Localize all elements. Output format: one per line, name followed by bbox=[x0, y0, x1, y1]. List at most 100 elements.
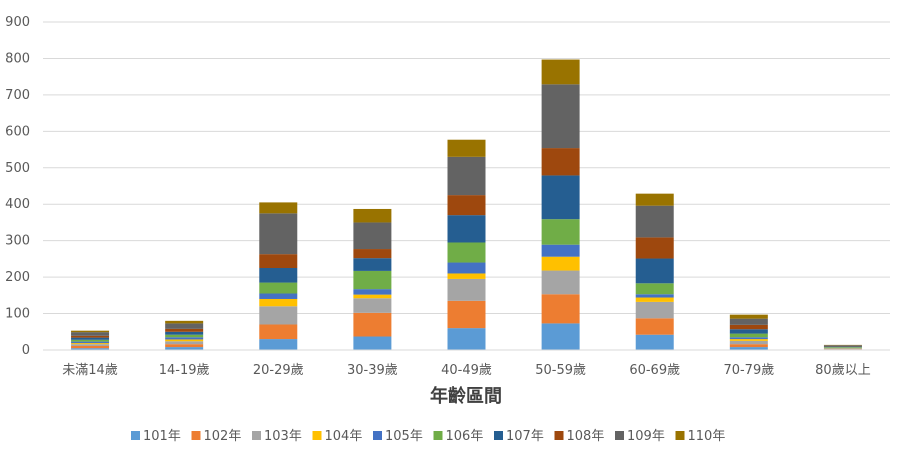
legend-swatch bbox=[494, 431, 503, 440]
bar-segment bbox=[635, 334, 674, 350]
bar-segment bbox=[729, 333, 768, 338]
bar-segment bbox=[71, 341, 110, 344]
y-tick-label: 500 bbox=[5, 161, 30, 176]
bar-segment bbox=[353, 294, 392, 299]
legend-label: 110年 bbox=[688, 429, 726, 444]
bar-segment bbox=[635, 193, 674, 206]
bar-segment bbox=[71, 332, 110, 336]
bar-segment bbox=[729, 347, 768, 350]
bar-segment bbox=[541, 294, 580, 324]
bar-segment bbox=[447, 300, 486, 329]
bar-segment bbox=[71, 345, 110, 349]
bar-segment bbox=[823, 346, 862, 348]
bar-segment bbox=[165, 331, 204, 335]
bar-segment bbox=[541, 219, 580, 245]
legend-label: 101年 bbox=[143, 429, 181, 444]
bar-segment bbox=[635, 237, 674, 259]
bar-segment bbox=[71, 344, 110, 346]
bar-segment bbox=[823, 345, 862, 346]
bar-segment bbox=[259, 293, 298, 299]
bar-segment bbox=[447, 156, 486, 196]
bar-segment bbox=[353, 208, 392, 223]
legend-swatch bbox=[675, 431, 685, 440]
bar-segment bbox=[541, 270, 580, 295]
legend-swatch bbox=[312, 431, 322, 440]
x-tick-label: 70-79歲 bbox=[723, 363, 774, 378]
y-tick-label: 300 bbox=[5, 234, 30, 249]
bar-segment bbox=[259, 324, 298, 340]
x-tick-label: 14-19歲 bbox=[159, 363, 210, 378]
y-tick-label: 900 bbox=[5, 15, 30, 30]
bar-segment bbox=[165, 323, 204, 329]
y-tick-label: 0 bbox=[22, 343, 30, 358]
bar-segment bbox=[541, 148, 580, 176]
bar-segment bbox=[165, 347, 204, 350]
bar-segment bbox=[635, 297, 674, 302]
bar-segment bbox=[71, 337, 110, 340]
bar-segment bbox=[635, 205, 674, 238]
bar-segment bbox=[165, 339, 204, 342]
legend-swatch bbox=[373, 431, 382, 440]
bar-segment bbox=[259, 298, 298, 307]
legend-swatch bbox=[554, 431, 564, 440]
legend-swatch bbox=[615, 431, 624, 440]
bar-segment bbox=[165, 328, 204, 332]
bar-segment bbox=[729, 339, 768, 341]
bar-segment bbox=[635, 283, 674, 295]
y-tick-label: 800 bbox=[5, 51, 30, 66]
bar-segment bbox=[353, 249, 392, 259]
bar-segment bbox=[259, 213, 298, 255]
legend-swatch bbox=[191, 431, 201, 440]
bar-segment bbox=[165, 334, 204, 338]
bar-segment bbox=[729, 324, 768, 330]
y-tick-label: 700 bbox=[5, 88, 30, 103]
y-tick-label: 100 bbox=[5, 307, 30, 322]
legend-label: 106年 bbox=[446, 429, 484, 444]
legend-label: 105年 bbox=[385, 429, 423, 444]
bar-segment bbox=[71, 339, 110, 342]
x-tick-label: 40-49歲 bbox=[441, 363, 492, 378]
bar-segment bbox=[729, 318, 768, 325]
bar-segment bbox=[447, 262, 486, 274]
y-tick-label: 200 bbox=[5, 270, 30, 285]
bar-segment bbox=[447, 195, 486, 216]
bar-segment bbox=[447, 242, 486, 263]
bar-segment bbox=[823, 348, 862, 350]
x-axis-tick-labels: 未滿14歲 14-19歲 20-29歲 30-39歲 40-49歲 50-59歲 60-69… bbox=[62, 362, 870, 378]
legend-label: 109年 bbox=[627, 429, 665, 444]
bar-segment bbox=[541, 59, 580, 85]
bar-segment bbox=[541, 244, 580, 257]
x-tick-label: 60-69歲 bbox=[629, 363, 680, 378]
bar-segment bbox=[729, 340, 768, 345]
bar-segment bbox=[165, 320, 204, 324]
bar-segment bbox=[541, 256, 580, 271]
bar-segment bbox=[541, 84, 580, 149]
bar-segment bbox=[165, 341, 204, 345]
bar-segment bbox=[259, 268, 298, 283]
legend-swatch bbox=[433, 431, 443, 440]
bar-segment bbox=[71, 335, 110, 338]
bar-segment bbox=[71, 348, 110, 350]
y-tick-label: 400 bbox=[5, 197, 30, 212]
bar-segment bbox=[447, 273, 486, 279]
legend: 101年 102年 103年 104年 105年 106年 107年 108年 109年 110年 bbox=[131, 429, 725, 444]
bar-segment bbox=[635, 294, 674, 298]
bar-segment bbox=[729, 314, 768, 319]
y-tick-label: 600 bbox=[5, 124, 30, 139]
bar-segment bbox=[353, 258, 392, 271]
bar-segment bbox=[729, 344, 768, 348]
bar-segment bbox=[729, 337, 768, 340]
bar-segment bbox=[71, 330, 110, 333]
bar-segment bbox=[353, 298, 392, 313]
bar-segment bbox=[635, 258, 674, 284]
bar-segment bbox=[447, 328, 486, 350]
bar-segment bbox=[353, 336, 392, 350]
bar-segment bbox=[823, 347, 862, 348]
bar-segment bbox=[353, 312, 392, 337]
bar-segment bbox=[259, 339, 298, 350]
x-axis-title: 年齡區間 bbox=[430, 385, 502, 407]
bar-segment bbox=[353, 289, 392, 295]
bars bbox=[71, 59, 862, 350]
bar-segment bbox=[447, 139, 486, 157]
bar-segment bbox=[353, 222, 392, 250]
